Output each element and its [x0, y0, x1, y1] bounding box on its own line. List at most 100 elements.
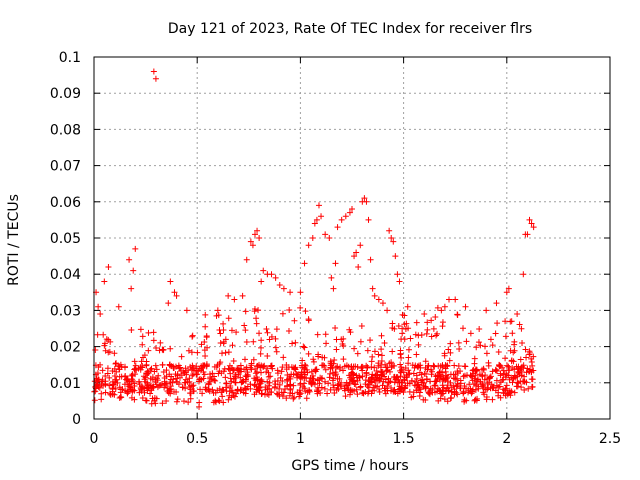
- data-point: [422, 385, 429, 392]
- data-point: [261, 391, 268, 398]
- data-point: [405, 367, 412, 374]
- data-point: [167, 383, 174, 390]
- data-point: [259, 390, 266, 397]
- data-point: [378, 352, 385, 359]
- data-point: [314, 388, 321, 395]
- data-point: [318, 213, 325, 220]
- data-point: [203, 362, 210, 369]
- data-point: [446, 296, 453, 303]
- data-point: [463, 338, 470, 345]
- data-point: [266, 336, 273, 343]
- data-point: [167, 376, 174, 383]
- data-point: [182, 379, 189, 386]
- data-point: [97, 311, 104, 318]
- data-point: [111, 365, 118, 372]
- data-point: [324, 390, 331, 397]
- data-point: [417, 362, 424, 369]
- data-point: [260, 267, 267, 274]
- data-point: [379, 300, 386, 307]
- data-point: [129, 376, 136, 383]
- data-point: [258, 278, 265, 285]
- data-point: [492, 330, 499, 337]
- data-point: [351, 345, 358, 352]
- data-point: [502, 318, 509, 325]
- data-point: [169, 379, 176, 386]
- data-point: [315, 202, 322, 209]
- data-point: [405, 346, 412, 353]
- y-tick-label: 0.06: [50, 195, 81, 211]
- data-point: [485, 359, 492, 366]
- data-point: [216, 368, 223, 375]
- data-point: [143, 358, 150, 365]
- data-point: [422, 358, 429, 365]
- data-point: [471, 355, 478, 362]
- data-point: [287, 375, 294, 382]
- data-point: [384, 307, 391, 314]
- data-point: [155, 372, 162, 379]
- data-point: [171, 388, 178, 395]
- data-point: [487, 373, 494, 380]
- data-point: [528, 384, 535, 391]
- data-point: [452, 296, 459, 303]
- data-point: [506, 367, 513, 374]
- data-point: [202, 311, 209, 318]
- data-point: [211, 363, 218, 370]
- data-point: [446, 357, 453, 364]
- data-point: [408, 377, 415, 384]
- data-point: [508, 388, 515, 395]
- data-point: [447, 340, 454, 347]
- data-point: [122, 373, 129, 380]
- data-point: [371, 364, 378, 371]
- data-point: [187, 390, 194, 397]
- data-point: [348, 364, 355, 371]
- data-point: [233, 390, 240, 397]
- data-point: [326, 235, 333, 241]
- data-point: [229, 389, 236, 396]
- data-point: [364, 364, 371, 371]
- data-point: [351, 253, 358, 260]
- data-point: [316, 380, 323, 387]
- data-point: [228, 394, 235, 401]
- data-point: [216, 398, 223, 405]
- data-point: [406, 370, 413, 377]
- data-point: [428, 333, 435, 340]
- data-point: [147, 366, 154, 373]
- data-point: [386, 368, 393, 375]
- data-point: [357, 338, 364, 345]
- data-point: [287, 382, 294, 389]
- data-point: [375, 362, 382, 369]
- data-point: [519, 340, 526, 347]
- data-point: [286, 382, 293, 389]
- data-point: [349, 387, 356, 394]
- data-point: [442, 368, 449, 375]
- data-point: [418, 332, 425, 339]
- data-point: [511, 338, 518, 345]
- data-point: [242, 327, 249, 334]
- y-tick-label: 0.02: [50, 340, 81, 356]
- data-point: [126, 256, 133, 263]
- data-point: [434, 304, 441, 311]
- data-point: [153, 344, 160, 351]
- data-point: [257, 380, 264, 387]
- data-point: [199, 364, 206, 371]
- data-point: [205, 386, 212, 393]
- data-point: [435, 397, 442, 404]
- chart-title: Day 121 of 2023, Rate Of TEC Index for r…: [168, 21, 532, 37]
- data-point: [408, 394, 415, 401]
- data-point: [401, 336, 408, 343]
- data-point: [225, 349, 232, 356]
- data-point: [118, 386, 125, 393]
- data-point: [303, 375, 310, 382]
- data-point: [122, 387, 129, 394]
- data-point: [354, 350, 361, 357]
- data-point: [378, 369, 385, 376]
- data-point: [243, 256, 250, 263]
- data-point: [113, 360, 120, 367]
- data-point: [338, 216, 345, 223]
- data-point: [382, 390, 389, 397]
- data-point: [460, 373, 467, 380]
- data-point: [483, 350, 490, 357]
- data-point: [370, 384, 377, 391]
- data-point: [259, 363, 266, 370]
- data-point: [257, 350, 264, 357]
